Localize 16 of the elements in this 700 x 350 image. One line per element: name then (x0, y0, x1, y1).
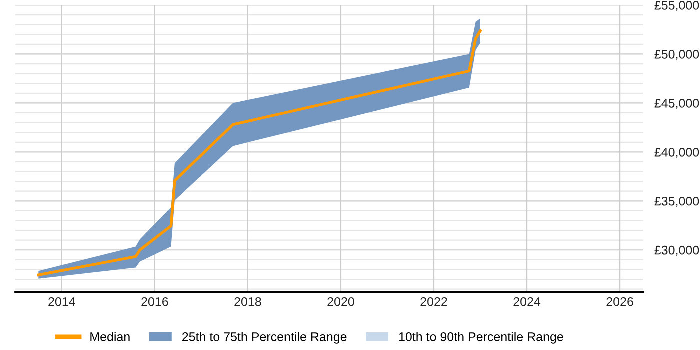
y-tick-label: £55,000 (654, 1, 700, 12)
x-tick-label: 2018 (234, 297, 262, 306)
x-tick-label: 2024 (514, 297, 541, 306)
x-tick-label: 2026 (606, 297, 634, 306)
x-tick-label: 2022 (420, 297, 448, 306)
y-tick-label: £50,000 (654, 50, 700, 60)
y-tick-label: £35,000 (654, 196, 700, 208)
x-tick-label: 2014 (48, 297, 76, 306)
x-tick-label: 2016 (142, 297, 168, 306)
y-tick-label: £45,000 (654, 99, 700, 110)
legend-label: Median (90, 332, 130, 342)
legend-label: 25th to 75th Percentile Range (182, 332, 347, 344)
y-tick-label: £30,000 (654, 246, 700, 256)
legend-label: 10th to 90th Percentile Range (399, 332, 564, 344)
x-tick-label: 2020 (328, 297, 354, 306)
y-tick-label: £40,000 (654, 148, 700, 158)
